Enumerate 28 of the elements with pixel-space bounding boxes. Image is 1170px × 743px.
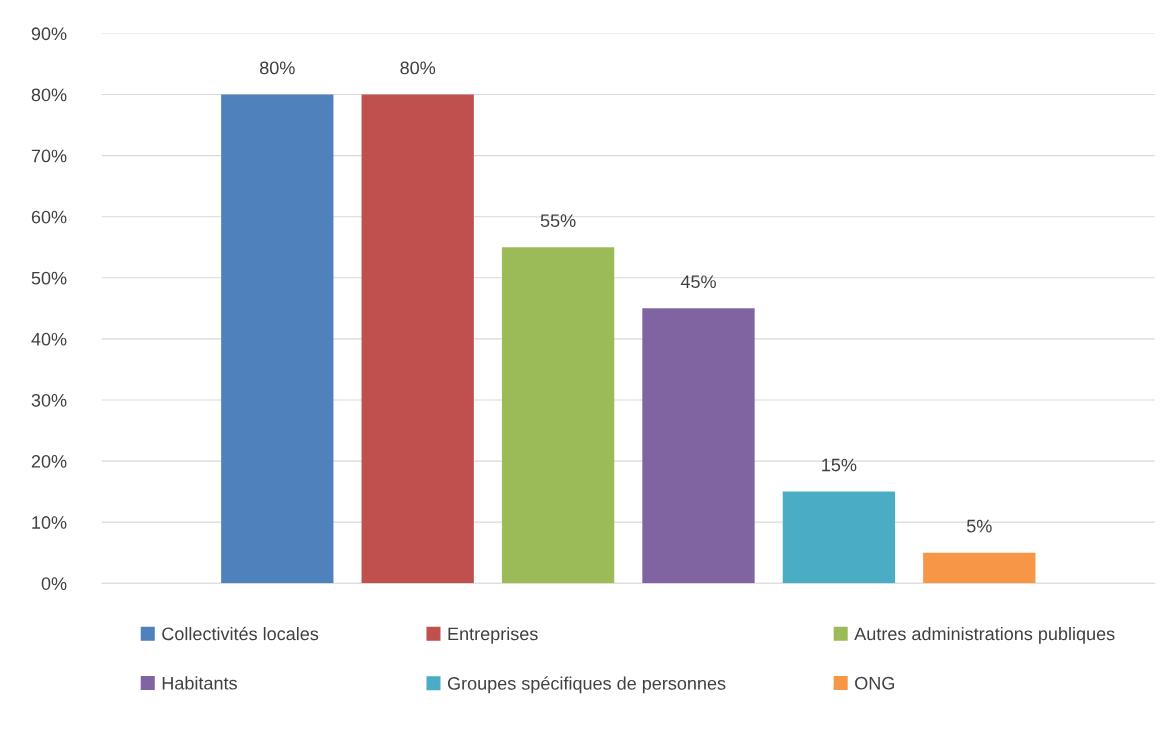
bar: [221, 94, 334, 584]
data-label: 15%: [822, 458, 857, 472]
legend-label: ONG: [855, 676, 895, 690]
y-tick-label: 40%: [31, 332, 67, 346]
legend-label: Collectivités locales: [162, 626, 319, 641]
legend-label: Entreprises: [448, 627, 538, 644]
bar: [923, 552, 1036, 584]
y-tick-label: 70%: [31, 149, 67, 163]
data-label: 80%: [260, 61, 295, 75]
bar: [782, 491, 896, 584]
data-label: 5%: [966, 519, 992, 533]
bar: [642, 308, 755, 584]
data-label: 80%: [400, 61, 436, 75]
y-tick-label: 90%: [31, 27, 67, 41]
y-tick-label: 30%: [31, 393, 67, 407]
data-label: 45%: [680, 275, 716, 289]
legend-label: Habitants: [162, 676, 237, 690]
legend-label: Groupes spécifiques de personnes: [447, 676, 726, 694]
bar: [501, 247, 615, 584]
y-tick-label: 0%: [41, 577, 67, 590]
bar: [361, 94, 474, 584]
data-label: 55%: [540, 214, 576, 228]
legend-label: Autres administrations publiques: [854, 627, 1115, 644]
y-tick-label: 60%: [31, 210, 67, 224]
y-tick-label: 80%: [31, 88, 67, 102]
y-tick-label: 10%: [32, 516, 67, 529]
y-tick-label: 50%: [31, 271, 67, 285]
y-tick-label: 20%: [31, 455, 67, 468]
